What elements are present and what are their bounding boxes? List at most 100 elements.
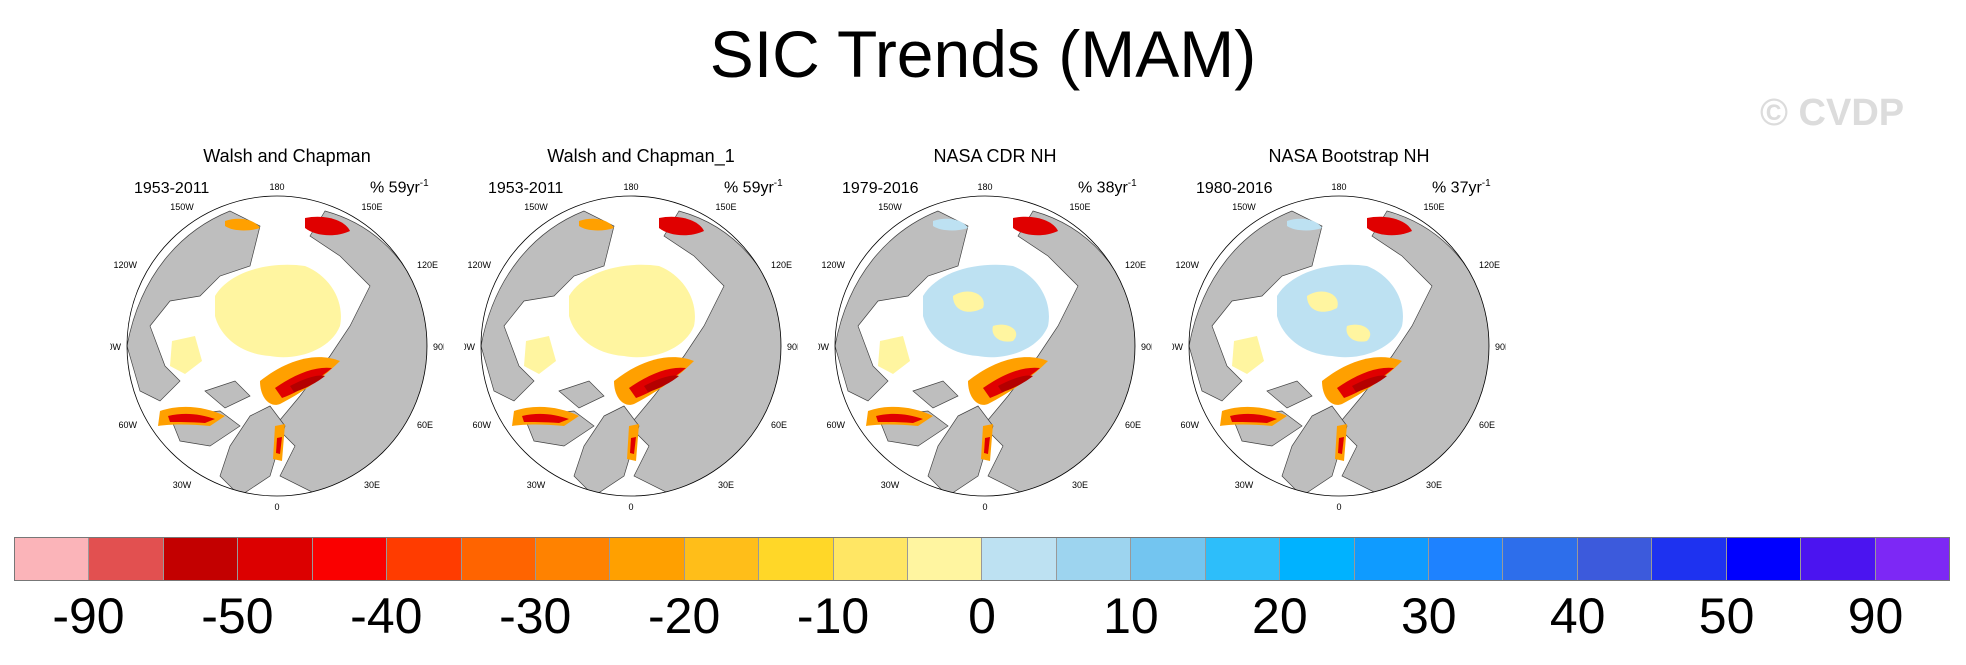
longitude-label: 60E <box>771 420 787 430</box>
longitude-label: 0 <box>274 502 279 512</box>
longitude-label: 150W <box>878 202 902 212</box>
colorbar-label: 10 <box>1103 588 1159 644</box>
longitude-label: 120W <box>1175 260 1199 270</box>
land-mass <box>1266 380 1313 409</box>
colorbar-label: -30 <box>499 588 572 644</box>
colorbar-box <box>461 538 536 580</box>
longitude-label: 180 <box>269 182 284 192</box>
hudson-trend <box>170 336 202 374</box>
colorbar-box <box>759 538 834 580</box>
longitude-label: 180 <box>623 182 638 192</box>
longitude-label: 30E <box>718 480 734 490</box>
longitude-label: 60E <box>1479 420 1495 430</box>
panel-title: NASA Bootstrap NH <box>1268 146 1430 166</box>
colorbar-label: -20 <box>648 588 721 644</box>
hudson-trend <box>1232 336 1264 374</box>
panel-period: 1953-2011 <box>488 180 564 197</box>
longitude-label: 180 <box>1331 182 1346 192</box>
arctic-ice-trend <box>569 264 695 358</box>
longitude-label: 150W <box>524 202 548 212</box>
longitude-label: 120E <box>1479 260 1500 270</box>
land-mass <box>573 405 640 496</box>
colorbar-label: 0 <box>968 588 996 644</box>
map-border <box>126 195 428 497</box>
longitude-label: 120E <box>771 260 792 270</box>
longitude-label: 60W <box>472 420 491 430</box>
colorbar-label: -40 <box>350 588 423 644</box>
longitude-label: 60W <box>1180 420 1199 430</box>
land-mass <box>912 380 959 409</box>
longitude-label: 90W <box>1172 342 1183 352</box>
polar-map: 180 0 90W 90E 150W 150E 120W 120E 60W 60E 30W 30E <box>464 182 798 512</box>
longitude-label: 150E <box>361 202 382 212</box>
colorbar-label: 40 <box>1549 588 1606 644</box>
cvdp-watermark: © CVDP <box>1760 92 1905 134</box>
longitude-label: 60W <box>826 420 845 430</box>
colorbar-box <box>535 538 611 580</box>
longitude-label: 90W <box>110 342 121 352</box>
colorbar-box <box>312 538 388 580</box>
hudson-trend <box>524 336 556 374</box>
colorbar-box <box>1280 538 1355 580</box>
land-mass <box>558 380 605 409</box>
land-mass <box>835 210 969 402</box>
longitude-label: 150E <box>1423 202 1444 212</box>
longitude-label: 150E <box>715 202 736 212</box>
longitude-label: 30E <box>1426 480 1442 490</box>
longitude-label: 90E <box>787 342 798 352</box>
longitude-label: 120W <box>821 260 845 270</box>
colorbar-box <box>15 538 90 580</box>
panel-trend-units: % 37yr-1 <box>1432 178 1491 197</box>
longitude-label: 150W <box>170 202 194 212</box>
map-fill <box>835 196 1135 496</box>
colorbar-label: 20 <box>1252 588 1308 644</box>
okhotsk-trend <box>1013 216 1058 236</box>
okhotsk-trend <box>1367 216 1412 236</box>
longitude-label: 120E <box>417 260 438 270</box>
longitude-label: 90E <box>1141 342 1152 352</box>
map-panel: Walsh and Chapman_1 1953-2011 % 59yr-1 180 0… <box>464 146 818 512</box>
polar-map: 180 0 90W 90E 150W 150E 120W 120E 60W 60E 30W 30E <box>110 182 444 512</box>
colorbar-box <box>387 538 462 580</box>
polar-map: 180 0 90W 90E 150W 150E 120W 120E 60W 60E 30W 30E <box>1172 182 1506 512</box>
map-border <box>834 195 1136 497</box>
hudson-trend <box>878 336 910 374</box>
map-border <box>1188 195 1490 497</box>
panel-title: NASA CDR NH <box>933 146 1057 166</box>
colorbar-label: -90 <box>52 588 125 644</box>
colorbar-box <box>1131 538 1206 580</box>
longitude-label: 180 <box>977 182 992 192</box>
panel-period: 1979-2016 <box>842 180 919 197</box>
land-mass <box>927 405 994 496</box>
panel-trend-units: % 59yr-1 <box>724 178 783 197</box>
colorbar-box <box>89 538 164 580</box>
figure-title: SIC Trends (MAM) <box>709 17 1257 91</box>
colorbar-box <box>1503 538 1578 580</box>
longitude-label: 0 <box>628 502 633 512</box>
okhotsk-trend <box>659 216 704 236</box>
colorbar-label: 90 <box>1847 588 1904 644</box>
panel-period: 1980-2016 <box>1196 180 1273 197</box>
longitude-label: 30E <box>364 480 380 490</box>
land-mass <box>219 405 286 496</box>
panel-title: Walsh and Chapman <box>203 146 371 166</box>
land-mass <box>1281 405 1348 496</box>
map-panel: NASA CDR NH 1979-2016 % 38yr-1 180 0 90W 90E 15… <box>818 146 1172 512</box>
longitude-label: 90W <box>818 342 829 352</box>
map-fill <box>481 196 781 496</box>
longitude-label: 60E <box>1125 420 1141 430</box>
longitude-label: 150E <box>1069 202 1090 212</box>
longitude-label: 120W <box>467 260 491 270</box>
okhotsk-trend <box>305 216 350 236</box>
land-mass <box>204 380 251 409</box>
polar-map: 180 0 90W 90E 150W 150E 120W 120E 60W 60E 30W 30E <box>818 182 1152 512</box>
land-mass <box>481 210 615 402</box>
colorbar-box <box>1652 538 1727 580</box>
longitude-label: 30W <box>881 480 900 490</box>
longitude-label: 90E <box>1495 342 1506 352</box>
longitude-label: 0 <box>982 502 987 512</box>
land-mass <box>1189 210 1323 402</box>
longitude-label: 30W <box>527 480 546 490</box>
colorbar-label: -50 <box>201 588 274 644</box>
colorbar-box <box>684 538 760 580</box>
